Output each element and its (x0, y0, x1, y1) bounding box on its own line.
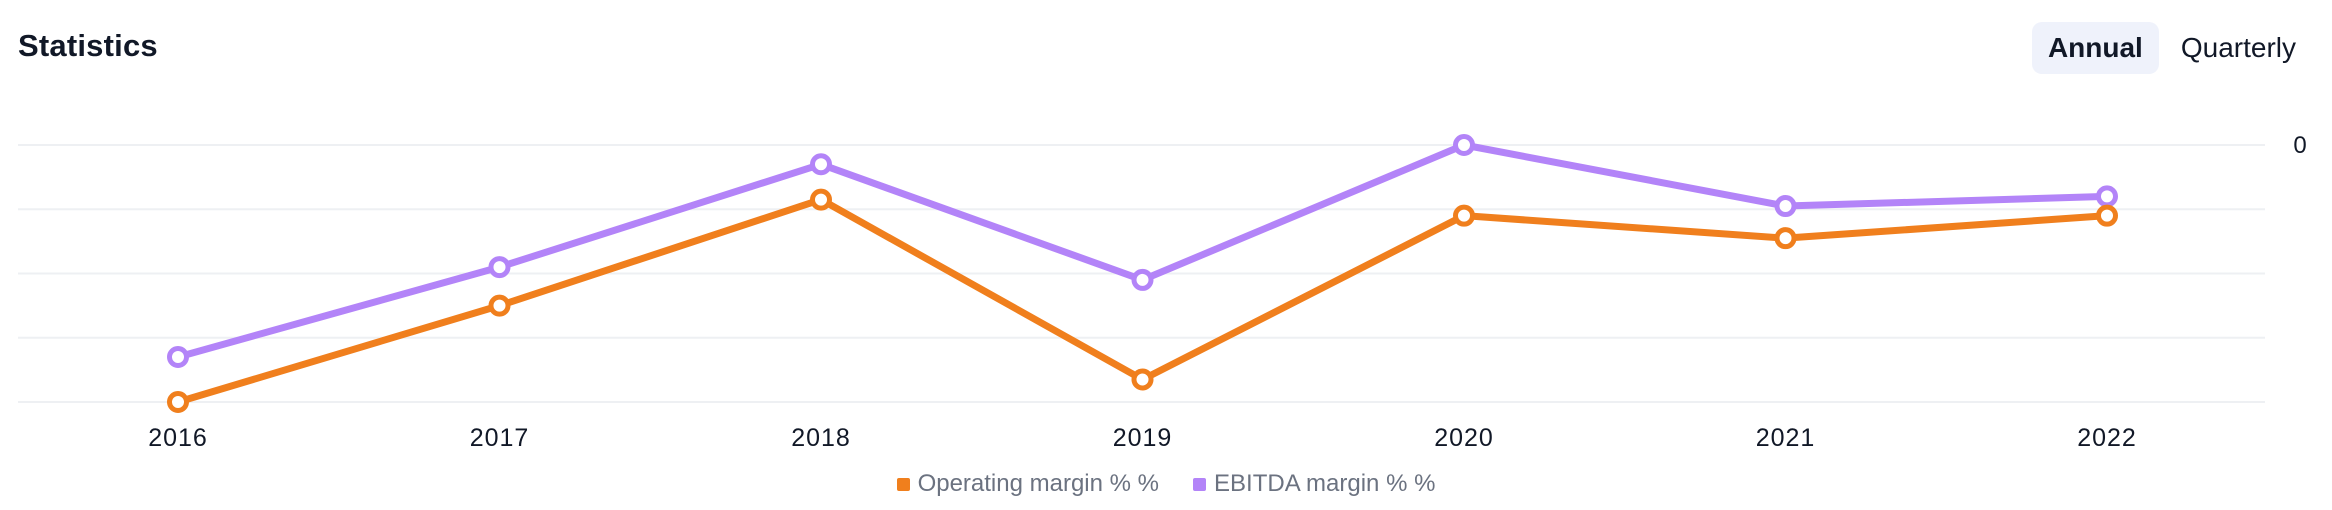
data-point-operating-margin (1453, 204, 1475, 227)
data-point-ebitda-margin (1131, 268, 1154, 291)
chart-title: Statistics (18, 28, 158, 63)
x-tick-label: 2019 (1113, 424, 1173, 452)
data-point-operating-margin (2096, 204, 2118, 227)
x-tick-label: 2020 (1434, 424, 1494, 452)
line-chart: 0 2016 2017 2018 2019 2020 2021 2022 (18, 132, 2307, 452)
data-point-operating-margin (1774, 227, 1797, 250)
legend-label: EBITDA margin % % (1214, 470, 1436, 497)
x-tick-label: 2017 (470, 424, 530, 452)
x-tick-label: 2021 (1756, 424, 1816, 452)
y-tick-label: 0 (2293, 132, 2306, 159)
series-line-ebitda-margin (174, 141, 2111, 361)
legend-item[interactable]: EBITDA margin % % (1193, 470, 1435, 498)
legend-item[interactable]: Operating margin % % (896, 470, 1160, 498)
x-tick-label: 2022 (2077, 424, 2137, 452)
data-point-ebitda-margin (488, 256, 511, 279)
x-tick-label: 2016 (148, 424, 208, 452)
data-point-operating-margin (488, 294, 511, 317)
data-point-ebitda-margin (167, 346, 189, 369)
annual-button[interactable]: Annual (2031, 22, 2159, 74)
data-point-ebitda-margin (2096, 185, 2118, 208)
data-point-operating-margin (810, 188, 832, 211)
data-point-ebitda-margin (810, 153, 832, 176)
x-tick-label: 2018 (791, 424, 851, 452)
period-toggle: Annual Quarterly (2031, 22, 2312, 74)
data-point-operating-margin (1131, 368, 1154, 391)
data-point-ebitda-margin (1453, 134, 1475, 156)
data-point-operating-margin (167, 391, 189, 413)
legend-swatch (1193, 477, 1207, 491)
legend: Operating margin % % EBITDA margin % % (0, 470, 2332, 498)
data-point-ebitda-margin (1774, 195, 1797, 218)
legend-swatch (896, 477, 910, 491)
legend-label: Operating margin % % (917, 470, 1160, 497)
quarterly-button[interactable]: Quarterly (2165, 22, 2312, 74)
